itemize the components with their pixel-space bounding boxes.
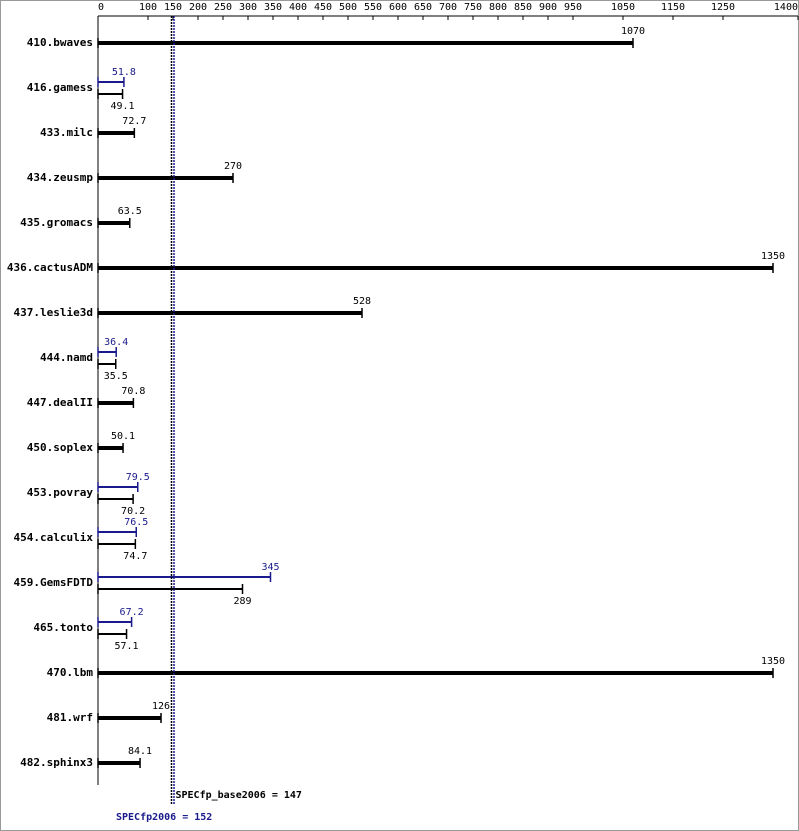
reference-label: SPECfp_base2006 = 147 xyxy=(176,790,302,801)
x-tick-label: 700 xyxy=(439,2,457,13)
x-tick-label: 950 xyxy=(564,2,582,13)
x-tick-label: 300 xyxy=(239,2,257,13)
x-tick-label: 100 xyxy=(139,2,157,13)
value-label: 1350 xyxy=(761,251,785,262)
value-label: 70.2 xyxy=(121,506,145,517)
value-label: 289 xyxy=(233,596,251,607)
value-label: 72.7 xyxy=(122,116,146,127)
category-label: 437.leslie3d xyxy=(14,306,93,319)
category-label: 465.tonto xyxy=(33,621,93,634)
category-label: 481.wrf xyxy=(47,711,93,724)
category-label: 482.sphinx3 xyxy=(20,756,93,769)
x-tick-label: 450 xyxy=(314,2,332,13)
value-label: 36.4 xyxy=(104,337,128,348)
x-tick-label: 150 xyxy=(164,2,182,13)
category-label: 459.GemsFDTD xyxy=(14,576,94,589)
value-label: 35.5 xyxy=(104,371,128,382)
x-tick-label: 550 xyxy=(364,2,382,13)
x-tick-label: 200 xyxy=(189,2,207,13)
x-tick-label: 0 xyxy=(98,2,104,13)
x-tick-label: 350 xyxy=(264,2,282,13)
x-tick-label: 800 xyxy=(489,2,507,13)
x-tick-label: 750 xyxy=(464,2,482,13)
value-label: 1070 xyxy=(621,26,645,37)
value-label: 84.1 xyxy=(128,746,152,757)
category-label: 447.dealII xyxy=(27,396,93,409)
category-label: 453.povray xyxy=(27,486,94,499)
category-label: 434.zeusmp xyxy=(27,171,94,184)
reference-label: SPECfp2006 = 152 xyxy=(116,812,212,823)
value-label: 70.8 xyxy=(121,386,145,397)
x-tick-label: 1150 xyxy=(661,2,685,13)
value-label: 528 xyxy=(353,296,371,307)
value-label: 270 xyxy=(224,161,242,172)
value-label: 1350 xyxy=(761,656,785,667)
x-tick-label: 1050 xyxy=(611,2,635,13)
x-tick-label: 900 xyxy=(539,2,557,13)
x-tick-label: 400 xyxy=(289,2,307,13)
category-label: 435.gromacs xyxy=(20,216,93,229)
x-tick-label: 250 xyxy=(214,2,232,13)
value-label: 126 xyxy=(152,701,170,712)
x-tick-label: 1250 xyxy=(711,2,735,13)
category-label: 436.cactusADM xyxy=(7,261,93,274)
x-tick-label: 1400 xyxy=(774,2,798,13)
value-label: 51.8 xyxy=(112,67,136,78)
category-label: 454.calculix xyxy=(14,531,94,544)
value-label: 345 xyxy=(261,562,279,573)
x-tick-label: 850 xyxy=(514,2,532,13)
category-label: 433.milc xyxy=(40,126,93,139)
x-tick-label: 600 xyxy=(389,2,407,13)
category-label: 416.gamess xyxy=(27,81,93,94)
value-label: 79.5 xyxy=(126,472,150,483)
value-label: 63.5 xyxy=(118,206,142,217)
category-label: 450.soplex xyxy=(27,441,94,454)
category-label: 470.lbm xyxy=(47,666,94,679)
value-label: 57.1 xyxy=(115,641,139,652)
x-tick-label: 500 xyxy=(339,2,357,13)
value-label: 76.5 xyxy=(124,517,148,528)
x-tick-label: 650 xyxy=(414,2,432,13)
category-label: 410.bwaves xyxy=(27,36,93,49)
value-label: 49.1 xyxy=(111,101,135,112)
category-label: 444.namd xyxy=(40,351,93,364)
value-label: 74.7 xyxy=(123,551,147,562)
value-label: 50.1 xyxy=(111,431,135,442)
value-label: 67.2 xyxy=(120,607,144,618)
